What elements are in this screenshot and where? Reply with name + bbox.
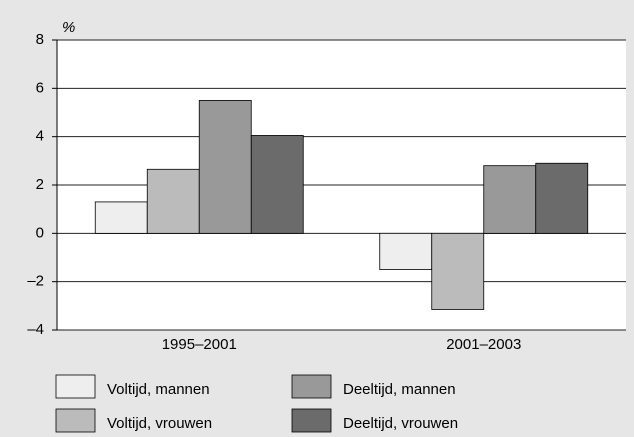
legend-label: Deeltijd, mannen [343,381,456,398]
x-tick-label: 2001–2003 [446,336,521,353]
legend-swatch [291,374,332,399]
y-tick-label: 0 [36,224,44,241]
bar [535,162,589,234]
legend-label: Voltijd, mannen [107,381,210,398]
bar [198,100,252,234]
legend-swatch [291,408,332,433]
bar [483,165,537,234]
y-tick-label: 2 [36,176,44,193]
y-tick-label: –4 [27,321,44,338]
bar [94,201,148,234]
y-tick-label: 4 [36,128,44,145]
bar [250,135,304,234]
legend-label: Voltijd, vrouwen [107,415,212,432]
bar [379,232,433,270]
legend-swatch [55,408,96,433]
y-tick-label: –2 [27,273,44,290]
legend-swatch [55,374,96,399]
y-tick-label: 8 [36,31,44,48]
bar [146,168,200,234]
y-tick-label: 6 [36,79,44,96]
y-unit: % [62,19,75,36]
x-tick-label: 1995–2001 [162,336,237,353]
bar [431,232,485,310]
legend-label: Deeltijd, vrouwen [343,415,458,432]
